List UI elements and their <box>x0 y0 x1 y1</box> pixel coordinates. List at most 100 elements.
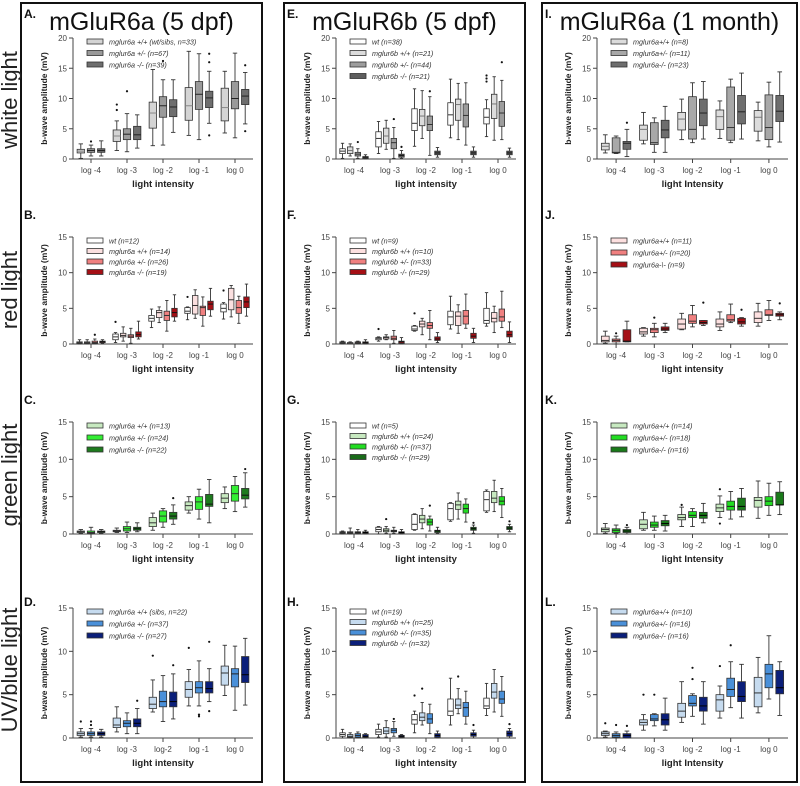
box-2-1 <box>390 717 397 737</box>
legend-label: mglur6a +/+ (n=13) <box>109 422 170 431</box>
y-axis-label: b-wave amplitude (mV) <box>563 432 573 525</box>
box-1-4 <box>491 76 498 141</box>
outlier-point <box>125 90 129 93</box>
y-tick-label: 15 <box>58 64 67 73</box>
legend-swatch <box>349 454 367 460</box>
box-iqr <box>230 668 240 688</box>
box-2-4 <box>775 481 785 516</box>
box-0-4 <box>753 480 763 519</box>
box-1-4 <box>230 52 240 139</box>
x-tick-label: log -3 <box>117 351 138 360</box>
outlier-point <box>413 312 416 315</box>
outlier-point <box>740 308 743 311</box>
box-0-1 <box>639 111 648 145</box>
outlier-point <box>172 497 175 500</box>
box-iqr <box>726 677 735 697</box>
box-iqr <box>650 122 659 145</box>
legend-swatch <box>86 50 104 56</box>
panel-letter: L. <box>545 595 556 609</box>
box-iqr <box>447 502 454 521</box>
box-iqr <box>726 314 735 322</box>
box-iqr <box>688 314 697 324</box>
y-tick-label: 5 <box>63 304 68 313</box>
box-iqr <box>483 491 490 512</box>
box-iqr <box>156 310 163 319</box>
box-0-1 <box>112 527 121 533</box>
outlier-point <box>151 654 154 657</box>
outlier-point <box>729 644 732 647</box>
box-2-4 <box>775 661 785 716</box>
box-3-1 <box>398 337 405 345</box>
box-1-2 <box>688 82 697 144</box>
box-2-0 <box>97 529 106 534</box>
x-tick-label: log 0 <box>489 166 507 175</box>
legend-swatch <box>86 434 104 441</box>
box-2-3 <box>737 663 746 719</box>
y-tick-label: 0 <box>587 340 592 349</box>
legend-label: mglur6a-\- (n=9) <box>633 261 685 270</box>
box-iqr <box>205 681 214 694</box>
box-0-0 <box>600 722 610 738</box>
x-tick-label: log -1 <box>721 351 742 360</box>
box-iqr <box>715 318 725 328</box>
y-tick-label: 15 <box>58 418 67 427</box>
y-tick-label: 10 <box>58 269 67 278</box>
x-tick-label: log -2 <box>682 166 703 175</box>
box-iqr <box>194 81 204 110</box>
box-iqr <box>611 137 621 154</box>
box-0-3 <box>184 50 193 136</box>
box-1-0 <box>611 723 621 739</box>
box-2-2 <box>163 300 170 332</box>
box-iqr <box>491 491 498 504</box>
box-2-3 <box>462 498 469 523</box>
box-0-2 <box>411 88 418 147</box>
box-1-3 <box>726 490 735 520</box>
box-1-2 <box>156 306 163 324</box>
x-tick-label: log 0 <box>489 745 507 754</box>
x-tick-label: log -1 <box>189 351 210 360</box>
y-tick-label: 0 <box>326 530 331 539</box>
x-tick-label: log -2 <box>682 745 703 754</box>
box-1-3 <box>194 53 204 141</box>
outlier-point <box>615 723 618 727</box>
box-0-1 <box>639 327 648 337</box>
legend-label: wt (n=12) <box>109 237 139 246</box>
box-1-2 <box>688 508 697 527</box>
legend-label: mglur6b -/- (n=21) <box>372 72 430 81</box>
legend-swatch <box>86 446 104 453</box>
box-0-3 <box>715 664 725 719</box>
box-2-1 <box>133 699 142 735</box>
panel-letter: F. <box>287 208 296 222</box>
legend-swatch <box>349 433 367 439</box>
box-0-4 <box>220 644 229 696</box>
box-2-4 <box>498 290 505 329</box>
box-2-2 <box>699 81 708 140</box>
box-1-2 <box>158 59 168 146</box>
box-1-4 <box>491 305 498 334</box>
y-axis-label: b-wave amplitude (mV) <box>302 244 312 337</box>
legend-swatch <box>610 422 628 429</box>
box-iqr <box>390 138 397 150</box>
box-2-2 <box>699 681 708 725</box>
x-tick-label: log -4 <box>81 166 102 175</box>
box-1-1 <box>383 334 390 341</box>
box-0-2 <box>677 681 686 723</box>
box-iqr <box>455 698 462 709</box>
box-iqr <box>220 665 229 686</box>
legend-swatch <box>610 237 628 244</box>
box-0-2 <box>677 98 686 141</box>
box-1-3 <box>192 289 199 319</box>
box-1-0 <box>611 135 621 155</box>
column-title: mGluR6a (1 month) <box>559 8 780 36</box>
y-axis-label: b-wave amplitude (mV) <box>563 627 573 720</box>
y-tick-label: 10 <box>58 647 67 656</box>
box-iqr <box>462 310 469 325</box>
box-3-0 <box>362 529 369 535</box>
box-2-3 <box>205 640 214 713</box>
box-1-0 <box>84 339 91 345</box>
y-axis-label: b-wave amplitude (mV) <box>302 627 312 720</box>
outlier-point <box>197 715 201 718</box>
box-0-0 <box>76 339 83 345</box>
box-iqr <box>112 717 121 728</box>
box-iqr <box>483 108 490 125</box>
